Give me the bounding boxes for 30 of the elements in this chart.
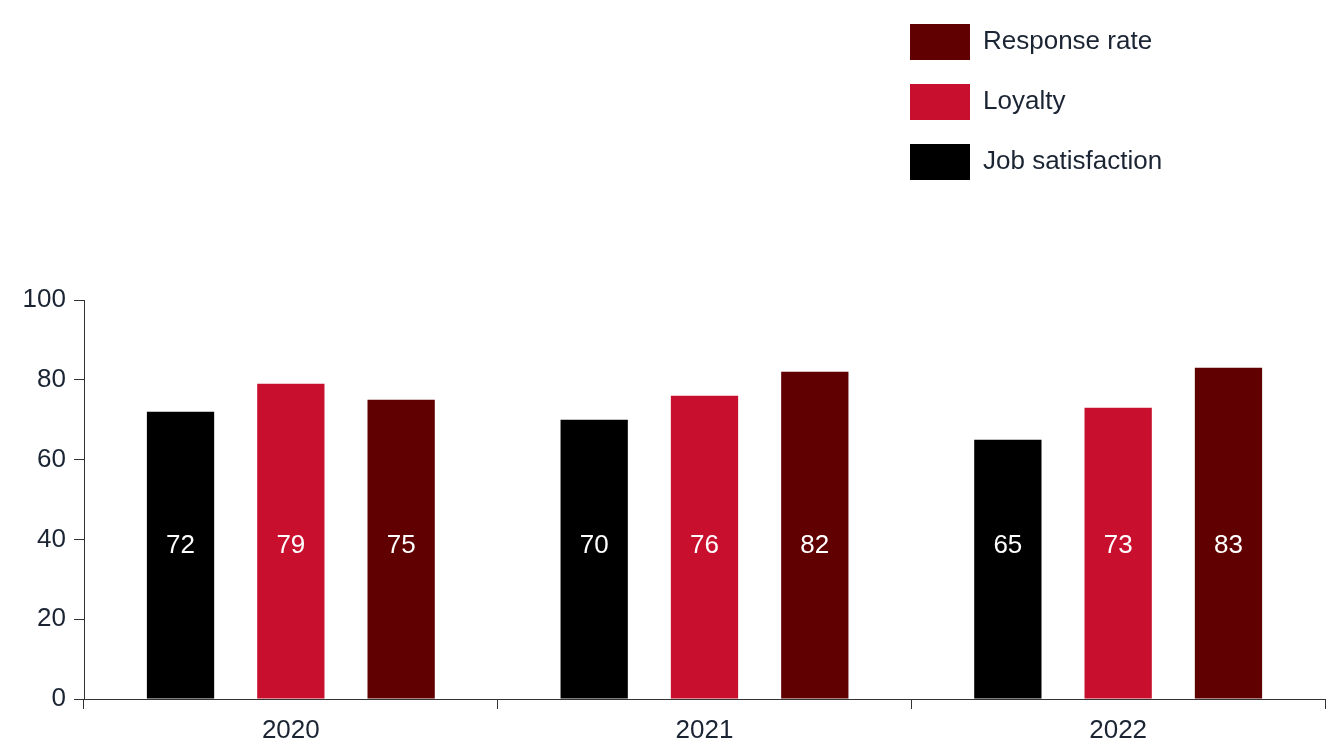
bar	[257, 383, 325, 699]
bar	[1084, 407, 1152, 699]
x-tick-label: 2020	[261, 713, 320, 744]
bar	[670, 395, 739, 699]
y-tick-label: 60	[37, 442, 66, 473]
data-label: 76	[690, 528, 719, 559]
legend-label: Loyalty	[983, 85, 1066, 116]
data-label: 82	[800, 528, 830, 559]
data-label: 83	[1214, 528, 1243, 559]
bar	[974, 439, 1042, 699]
y-tick-label: 100	[22, 283, 66, 314]
x-tick-label: 2022	[1089, 713, 1148, 744]
data-label: 73	[1103, 528, 1133, 559]
data-label: 79	[276, 528, 306, 559]
y-tick-label: 40	[37, 522, 66, 553]
legend-label: Response rate	[983, 25, 1153, 56]
y-tick-label: 20	[37, 602, 66, 633]
y-tick-label: 0	[51, 682, 66, 713]
data-label: 65	[993, 528, 1023, 559]
data-label: 72	[166, 528, 195, 559]
bar	[1194, 367, 1263, 699]
data-label: 70	[579, 528, 609, 559]
bar	[781, 371, 849, 699]
x-tick-label: 2021	[675, 713, 734, 744]
data-label: 75	[386, 528, 416, 559]
y-tick-label: 80	[37, 362, 66, 393]
bar	[146, 411, 215, 699]
bar	[560, 419, 628, 699]
legend-label: Job satisfaction	[983, 145, 1163, 176]
bar	[367, 399, 435, 699]
